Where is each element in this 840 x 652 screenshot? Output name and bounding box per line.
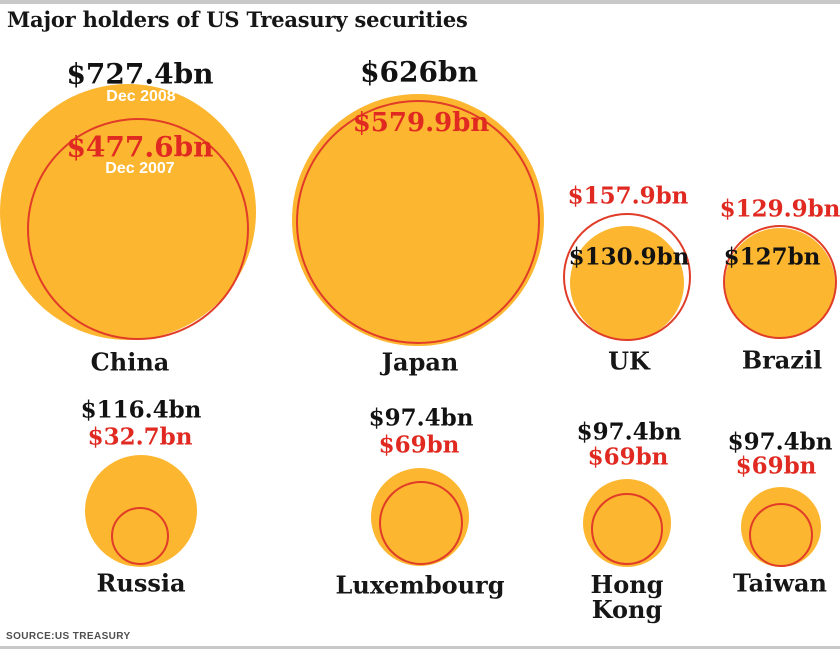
hong-kong-dec2007-value: $69bn [587, 443, 669, 471]
russia-dec2008-value: $116.4bn [80, 396, 202, 424]
japan-dec2008-value: $626bn [360, 55, 478, 89]
china-label: China [91, 350, 170, 375]
china-dec2007-outline [27, 118, 249, 340]
hong-kong-label: Hong Kong [591, 572, 664, 622]
hong-kong-dec2007-outline [591, 493, 663, 565]
taiwan-label-line: Taiwan [733, 568, 827, 598]
uk-dec2007-outline [563, 213, 691, 341]
russia-label: Russia [96, 571, 185, 596]
luxembourg-dec2007-value: $69bn [378, 431, 460, 459]
china-dec2007-series-caption: Dec 2007 [105, 160, 175, 177]
russia-label-line: Russia [96, 568, 186, 598]
japan-label: Japan [382, 350, 459, 375]
china-dec2007-value: $477.6bn [66, 130, 214, 164]
taiwan-dec2008-value: $97.4bn [727, 428, 833, 456]
russia-dec2007-value: $32.7bn [87, 423, 193, 451]
china-dec2008-series-caption: Dec 2008 [106, 88, 176, 105]
luxembourg-label-line: Luxembourg [335, 570, 505, 600]
uk-label-line: UK [608, 346, 650, 376]
china-label-line: China [90, 347, 170, 377]
hong-kong-dec2008-value: $97.4bn [576, 418, 682, 446]
japan-label-line: Japan [381, 347, 459, 377]
taiwan-label: Taiwan [733, 571, 827, 596]
taiwan-dec2007-value: $69bn [735, 452, 817, 480]
brazil-label-line: Brazil [741, 345, 823, 375]
hong-kong-label-line: Kong [591, 595, 663, 624]
taiwan-dec2007-outline [749, 503, 813, 567]
russia-dec2007-outline [111, 507, 169, 565]
brazil-dec2008-value: $127bn [723, 243, 821, 271]
luxembourg-label: Luxembourg [336, 573, 505, 598]
luxembourg-dec2007-outline [379, 481, 463, 565]
brazil-dec2007-value: $129.9bn [719, 195, 840, 223]
japan-dec2007-value: $579.9bn [352, 108, 490, 138]
chart-title: Major holders of US Treasury securities [7, 7, 468, 32]
uk-label: UK [608, 349, 650, 374]
china-dec2008-value: $727.4bn [66, 57, 214, 91]
luxembourg-dec2008-value: $97.4bn [368, 404, 474, 432]
source-label: SOURCE:US TREASURY [6, 631, 131, 642]
uk-dec2008-value: $130.9bn [568, 243, 690, 271]
uk-dec2007-value: $157.9bn [567, 182, 689, 210]
bottom-rule [0, 646, 840, 649]
brazil-dec2007-outline [723, 225, 837, 339]
hong-kong-label-line: Hong [590, 570, 664, 599]
japan-dec2007-outline [296, 100, 540, 344]
top-rule [0, 0, 840, 4]
brazil-label: Brazil [742, 348, 822, 373]
